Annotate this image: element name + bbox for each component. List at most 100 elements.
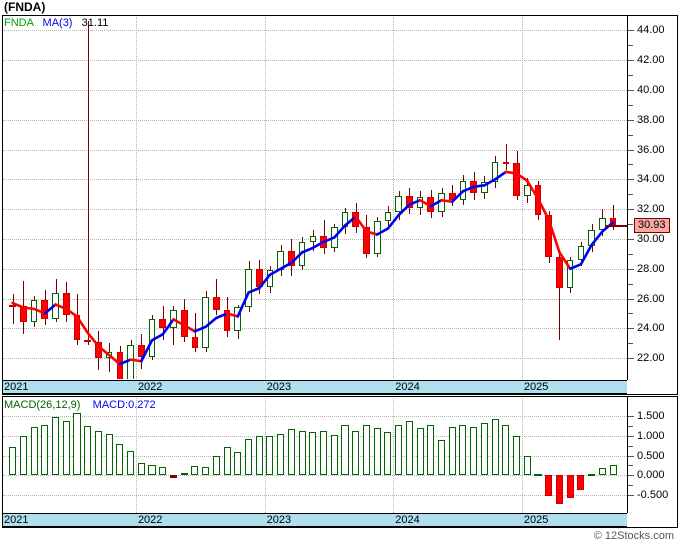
ma-segment [365, 230, 379, 236]
candle-down [213, 297, 220, 311]
price-tick-label: 32.00 [637, 203, 665, 216]
gridline-vertical [393, 17, 395, 379]
candle-up [491, 161, 499, 183]
price-tick-label: 22.00 [637, 352, 665, 365]
macd-bar-positive [223, 446, 231, 476]
macd-bar-positive [362, 425, 370, 476]
macd-bar-positive [9, 446, 17, 476]
macd-bar-positive [51, 416, 60, 476]
ma-segment [161, 318, 175, 336]
ma-segment [408, 198, 422, 207]
ma-segment [472, 184, 486, 189]
macd-bar-positive [287, 428, 295, 476]
gridline [3, 30, 627, 32]
candle-wick [13, 294, 14, 324]
year-label: 2021 [4, 381, 29, 393]
ma-segment [322, 236, 336, 244]
ma-segment [247, 286, 261, 294]
macd-bar-positive [470, 426, 478, 476]
ma-segment [204, 316, 218, 329]
macd-bar-negative [169, 475, 177, 478]
candle-down [62, 292, 70, 315]
macd-bar-positive [191, 465, 199, 476]
price-tick-label: 34.00 [637, 173, 665, 186]
gridline [3, 119, 627, 121]
ma-segment [129, 358, 143, 363]
ma-segment [107, 353, 122, 366]
macd-bar-positive [116, 443, 124, 476]
price-tick-label: 40.00 [637, 83, 665, 96]
axis-minor-tick [628, 283, 633, 285]
candle-down [502, 161, 510, 164]
ma-segment [547, 218, 561, 254]
candle-up [523, 185, 531, 196]
price-tick-label: 26.00 [637, 292, 665, 305]
macd-bar-positive [341, 424, 349, 476]
macd-bar-negative [545, 475, 553, 496]
axis-tick [628, 119, 634, 121]
axis-minor-tick [628, 194, 633, 196]
macd-bar-positive [523, 455, 531, 476]
price-tick-label: 38.00 [637, 113, 665, 126]
macd-bar-positive [19, 436, 27, 476]
macd-bar-positive [405, 421, 413, 476]
macd-bar-positive [513, 435, 521, 476]
macd-bar-positive [84, 426, 92, 476]
macd-bar-positive [62, 421, 70, 476]
macd-bar-positive [30, 426, 38, 476]
gridline [3, 358, 627, 360]
ma-segment [11, 301, 25, 309]
year-label: 2023 [266, 514, 292, 526]
axis-tick [628, 179, 634, 181]
ma-segment [504, 170, 518, 175]
axis-tick [628, 455, 634, 457]
candle-wick [506, 143, 507, 171]
year-label: 2025 [523, 381, 549, 393]
candle-up [245, 268, 252, 308]
axis-minor-tick [628, 313, 633, 315]
ma-segment [279, 261, 293, 271]
year-label: 2022 [137, 381, 163, 393]
gridline [3, 89, 627, 91]
macd-bar-positive [448, 426, 456, 476]
axis-minor-tick [628, 485, 633, 487]
ma-segment [140, 338, 154, 363]
ma-segment [150, 333, 165, 342]
macd-bar-positive [598, 468, 606, 476]
ma-segment [97, 344, 111, 357]
ma-segment [43, 303, 57, 315]
macd-tick-label: 1.000 [637, 429, 665, 442]
gridline [3, 149, 627, 151]
ma-segment [461, 185, 475, 193]
ma-segment [54, 303, 68, 311]
candle-up [395, 195, 402, 213]
candle-up [566, 259, 574, 289]
gridline [3, 60, 627, 62]
macd-bar-positive [41, 424, 49, 476]
legend-symbol: FNDA [4, 17, 34, 29]
macd-bar-positive [244, 438, 253, 476]
macd-bar-positive [255, 435, 263, 476]
ma-segment [354, 215, 368, 233]
candle-wick [195, 313, 196, 353]
macd-bar-positive [266, 436, 274, 476]
candle-down [223, 310, 231, 332]
ma-segment [483, 178, 497, 187]
legend-value: 31.11 [81, 17, 109, 29]
candle-down [363, 227, 370, 254]
axis-minor-tick [628, 164, 633, 166]
ma-segment [525, 179, 540, 201]
axis-minor-tick [628, 343, 633, 345]
legend-indicator: MA(3) [42, 17, 73, 29]
price-tick-label: 24.00 [637, 322, 665, 335]
moving-average-overlay [11, 170, 615, 366]
macd-bar-positive [330, 434, 338, 476]
macd-bar-positive [395, 424, 403, 476]
ma-segment [568, 262, 583, 271]
macd-tick-label: -0.500 [637, 489, 669, 502]
macd-bar-positive [459, 424, 467, 476]
ma-segment [32, 307, 47, 315]
macd-bar-positive [148, 465, 156, 476]
last-price-badge: 30.93 [634, 218, 670, 234]
macd-bar-positive [73, 412, 81, 476]
